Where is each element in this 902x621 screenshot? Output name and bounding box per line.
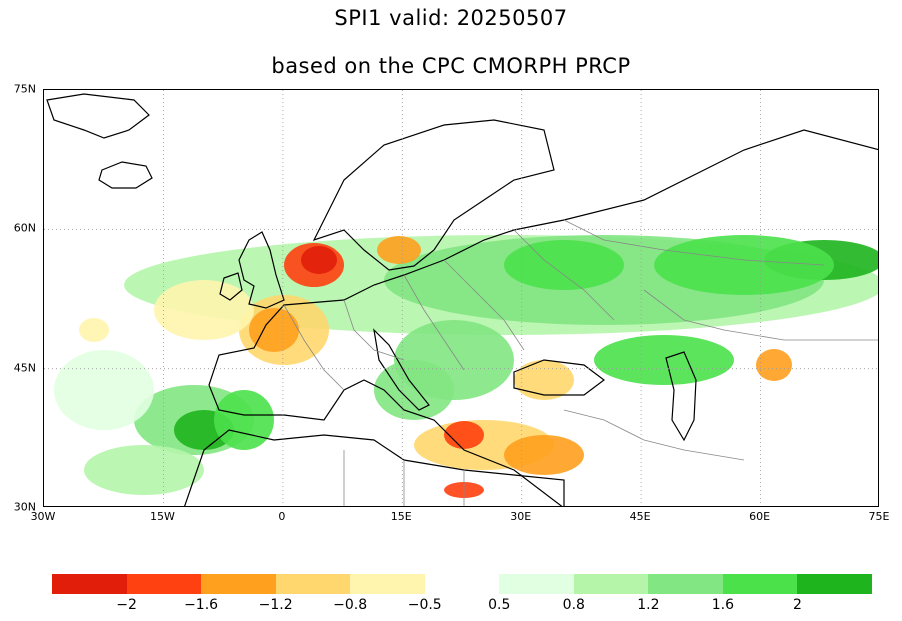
legend-label: 1.6 [711,597,735,613]
ireland-coast [219,272,243,301]
lon-label: 15E [390,510,412,523]
spi-patch [249,308,299,352]
border-line [343,299,405,361]
legend-label: 1.2 [637,597,660,613]
black-sea-coast [513,359,605,396]
map-subtitle: based on the CPC CMORPH PRCP [271,54,631,78]
lon-label: 15W [149,510,175,523]
border-line [403,274,465,371]
legend-swatch [797,574,873,594]
iceland-coast [98,161,153,189]
legend-label: −1.6 [184,597,219,613]
legend-swatch [126,574,202,594]
lon-label: 45E [629,510,651,523]
border-line [443,259,525,351]
spi-patch [654,235,834,295]
legend-label: −0.8 [333,597,368,613]
spi-patch [377,236,421,264]
legend-swatch [722,574,798,594]
border-line [643,289,878,341]
spi-patch [54,350,154,430]
legend-swatch [424,574,500,594]
border-line [513,229,615,321]
legend-swatch [275,574,351,594]
greenland-coast [46,93,150,139]
lon-label: 60E [749,510,771,523]
scandinavia-coast [312,119,555,271]
legend-label: 2 [792,597,802,613]
border-line [283,304,345,391]
map-title: SPI1 valid: 20250507 [334,6,568,30]
spi-patch [84,445,204,495]
legend-label: 0.8 [562,597,585,613]
spi-patch [301,246,337,274]
spi-patch [756,349,792,381]
legend-label: −2 [116,597,137,613]
legend-swatch [350,574,426,594]
legend-label: −1.2 [258,597,293,613]
spi-patch [444,421,484,449]
spi-patch [154,280,254,340]
lon-label: 0 [278,510,286,523]
lon-label: 30E [510,510,532,523]
legend-label: 0.5 [488,597,511,613]
legend-swatch [499,574,575,594]
lat-label: 45N [13,361,36,375]
graticule [44,90,878,506]
border-line [563,219,825,266]
spi-field [44,90,878,498]
land-outlines [46,93,878,506]
legend-swatch [648,574,724,594]
spi-patch [514,360,574,400]
map-panel [43,89,879,507]
spi-map [44,90,878,506]
lat-label: 30N [13,500,36,514]
spi-patch [504,435,584,475]
country-borders [283,219,878,506]
spi-patch [504,240,624,290]
africa-coast [184,429,565,506]
legend-swatch [52,574,128,594]
legend-swatch [573,574,649,594]
lon-label: 30W [30,510,56,523]
british-isles-coast [238,231,285,309]
lon-label: 75E [868,510,890,523]
border-line [563,409,745,461]
lat-label: 60N [13,221,36,235]
europe-coast [208,129,878,506]
spi-patch [374,360,454,420]
legend-label: −0.5 [407,597,442,613]
no-data-region [44,90,878,230]
legend-swatch [201,574,277,594]
spi-patch [214,390,274,450]
caspian-coast [665,351,697,442]
spi-patch [594,335,734,385]
lat-label: 75N [13,82,36,96]
spi-patch [79,318,109,342]
italy-coast [373,328,430,411]
color-legend [52,574,873,594]
